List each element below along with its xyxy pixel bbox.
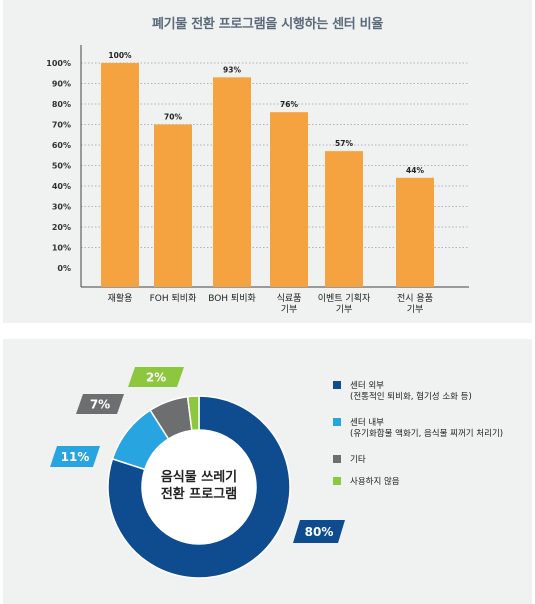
legend-label: 센터 내부 xyxy=(350,417,384,428)
percent-label: 2% xyxy=(146,371,166,385)
x-tick-label: 식료품 xyxy=(277,293,302,304)
x-tick-label: 전시 용품 xyxy=(397,293,433,304)
legend-label: 기타 xyxy=(350,455,366,465)
legend-label: (전통적인 퇴비화, 혐기성 소화 등) xyxy=(350,391,472,402)
bar xyxy=(154,124,192,287)
legend-label: 센터 외부 xyxy=(350,380,384,391)
donut-center-label: 전환 프로그램 xyxy=(161,486,237,502)
donut-chart-panel: 음식물 쓰레기 전환 프로그램 80% 11% 7% 2% 센터 외부 (전통적인 퇴비화, … xyxy=(3,339,532,604)
bar xyxy=(213,77,251,287)
y-tick-label: 30% xyxy=(52,203,71,212)
bar xyxy=(270,112,308,287)
x-tick-label: 기부 xyxy=(281,304,298,315)
x-tick-label: 이벤트 기획자 xyxy=(318,292,371,304)
data-label: 57% xyxy=(335,139,353,148)
x-tick-label: 기부 xyxy=(407,304,424,315)
legend-swatch xyxy=(333,381,341,389)
y-tick-label: 40% xyxy=(52,182,71,191)
data-label: 93% xyxy=(223,65,241,74)
percent-flag xyxy=(76,394,124,414)
legend-swatch xyxy=(333,418,341,426)
bar xyxy=(325,151,363,287)
percent-flag xyxy=(128,367,184,387)
donut-center-label: 음식물 쓰레기 xyxy=(161,469,237,485)
legend-swatch xyxy=(333,455,341,463)
y-tick-label: 90% xyxy=(52,80,71,89)
bar xyxy=(396,177,434,287)
bar xyxy=(101,63,139,287)
bar-chart-panel: 폐기물 전환 프로그램을 시행하는 센터 비율 0% 10% 20% 30% 40% 50… xyxy=(3,0,532,323)
y-tick-label: 70% xyxy=(52,121,71,130)
y-tick-label: 20% xyxy=(52,223,71,232)
percent-flag xyxy=(50,446,100,467)
data-label: 100% xyxy=(108,51,132,60)
y-tick-label: 0% xyxy=(57,264,71,273)
y-tick-label: 60% xyxy=(52,141,71,150)
percent-label: 11% xyxy=(61,450,90,464)
y-tick-label: 80% xyxy=(52,100,71,109)
data-label: 44% xyxy=(406,166,424,175)
legend-label: 사용하지 않음 xyxy=(350,476,400,487)
x-tick-label: FOH 퇴비화 xyxy=(150,293,197,304)
donut-hole xyxy=(142,430,256,544)
bar-chart-title: 폐기물 전환 프로그램을 시행하는 센터 비율 xyxy=(151,17,383,32)
y-tick-label: 100% xyxy=(46,59,71,68)
percent-label: 7% xyxy=(90,398,110,412)
x-tick-label: BOH 퇴비화 xyxy=(208,293,256,304)
percent-label: 80% xyxy=(305,525,334,539)
legend-swatch xyxy=(333,477,341,485)
y-tick-label: 50% xyxy=(52,162,71,171)
x-tick-label: 기부 xyxy=(336,304,353,315)
data-label: 70% xyxy=(164,113,182,122)
y-tick-label: 10% xyxy=(52,244,71,253)
data-label: 76% xyxy=(280,100,298,109)
legend-label: (유기화합물 액화기, 음식물 찌꺼기 처리기) xyxy=(350,428,503,439)
x-tick-label: 재활용 xyxy=(108,292,133,304)
percent-flag xyxy=(293,520,345,543)
bar-chart: 0% 10% 20% 30% 40% 50% 60% 70% 80% 90% 100% 100% 재활용… xyxy=(46,45,469,315)
